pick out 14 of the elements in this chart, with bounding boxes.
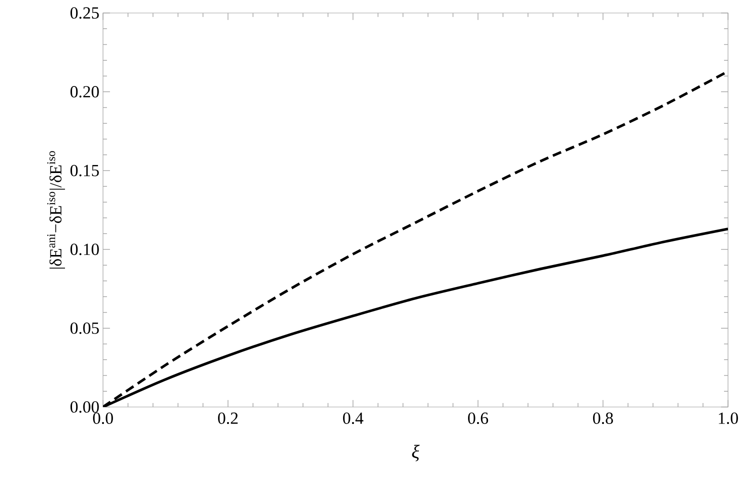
y-tick-label: 0.10 (70, 244, 99, 256)
y-tick-label: 0.25 (70, 7, 99, 19)
x-tick-label: 0.8 (593, 412, 613, 424)
y-tick-label: 0.15 (70, 164, 99, 176)
x-tick-label: 1.0 (718, 412, 738, 424)
y-axis-title: |δE$^{ani}$−δE$^{iso}$|/δE$^{iso}$ (47, 151, 65, 269)
x-tick-label: 0.2 (218, 412, 238, 424)
y-tick-label: 0.20 (70, 86, 99, 98)
x-axis-title: ξ (412, 444, 420, 462)
x-tick-label: 0.6 (468, 412, 488, 424)
y-tick-label: 0.00 (70, 401, 99, 413)
y-tick-label: 0.05 (70, 322, 99, 334)
x-tick-label: 0.0 (93, 412, 113, 424)
x-tick-label: 0.4 (343, 412, 364, 424)
